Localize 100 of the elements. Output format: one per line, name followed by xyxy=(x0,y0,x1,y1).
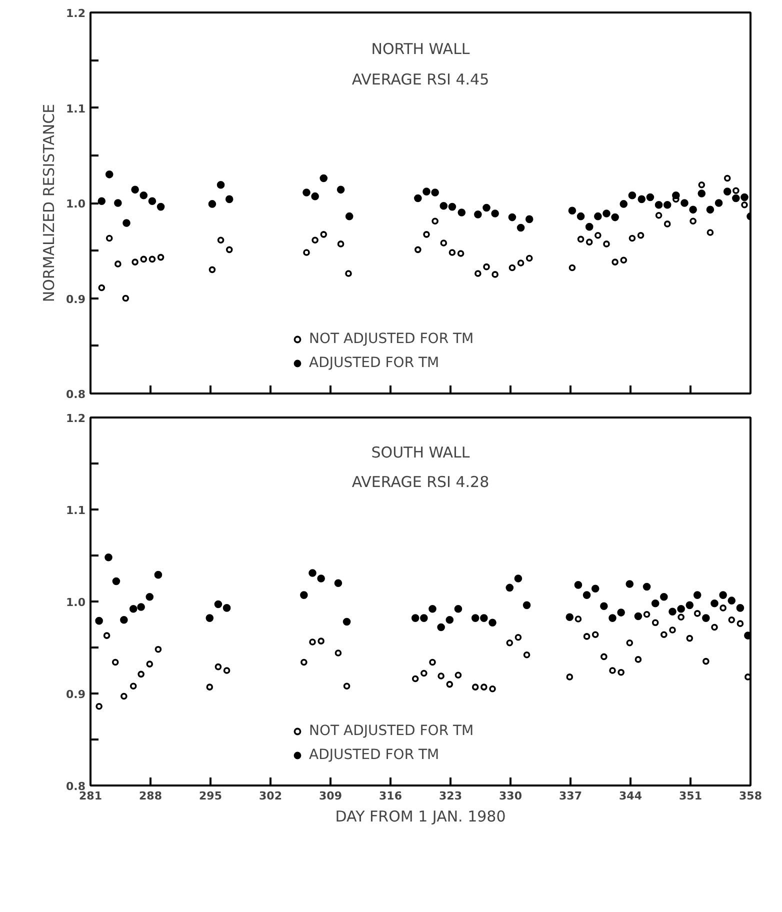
point xyxy=(446,616,454,624)
x-tick-label: 330 xyxy=(499,790,522,802)
point xyxy=(724,174,731,182)
x-tick-label: 316 xyxy=(379,790,402,802)
point xyxy=(120,616,128,624)
x-tick-label: 351 xyxy=(679,790,702,802)
point xyxy=(680,199,688,207)
point xyxy=(312,236,318,244)
point xyxy=(702,658,710,665)
point xyxy=(566,613,574,622)
point xyxy=(337,240,344,248)
point xyxy=(577,236,584,243)
point xyxy=(612,258,618,266)
point xyxy=(432,218,438,224)
point xyxy=(523,651,530,658)
x-tick-label: 337 xyxy=(559,790,582,802)
point xyxy=(345,270,352,277)
point xyxy=(154,646,162,653)
x-tick-label: 288 xyxy=(139,790,162,802)
point xyxy=(318,638,324,644)
point xyxy=(130,682,137,690)
point xyxy=(714,199,723,207)
point xyxy=(574,581,582,589)
point xyxy=(668,608,676,616)
point xyxy=(617,608,625,616)
point xyxy=(440,202,448,210)
point xyxy=(634,656,642,663)
point xyxy=(594,212,602,220)
point xyxy=(568,264,576,272)
point xyxy=(728,616,736,624)
y-tick-label: 0.9 xyxy=(66,292,86,306)
point xyxy=(741,202,748,208)
point xyxy=(582,591,591,599)
point xyxy=(706,229,714,236)
point xyxy=(678,614,684,621)
point xyxy=(131,186,139,194)
point xyxy=(583,633,590,640)
point xyxy=(706,206,714,214)
text: AVERAGE RSI 4.45 xyxy=(352,70,490,89)
point xyxy=(506,640,514,646)
point xyxy=(642,582,651,591)
point xyxy=(646,193,654,202)
legend-label: NOT ADJUSTED FOR TM xyxy=(309,722,474,741)
point xyxy=(744,674,750,680)
y-tick-label: 1.2 xyxy=(66,7,86,20)
point xyxy=(740,193,748,202)
point xyxy=(471,614,480,622)
point xyxy=(568,206,576,215)
point xyxy=(655,212,662,219)
point xyxy=(618,668,624,676)
point xyxy=(140,191,148,200)
point xyxy=(317,574,325,582)
point xyxy=(226,246,233,254)
point xyxy=(157,254,164,261)
point xyxy=(440,240,448,246)
point xyxy=(437,623,445,632)
point xyxy=(448,249,456,256)
y-tick-label: 1.1 xyxy=(66,102,86,116)
point xyxy=(122,294,130,302)
point xyxy=(438,672,444,680)
legend-label: NOT ADJUSTED FOR TM xyxy=(309,330,474,349)
point xyxy=(491,210,499,218)
y-tick-label: 1.0 xyxy=(66,596,86,609)
x-tick-label: 295 xyxy=(199,790,222,802)
point xyxy=(302,188,310,196)
point xyxy=(663,201,672,209)
point xyxy=(454,672,462,678)
point xyxy=(454,604,462,613)
point xyxy=(686,601,694,610)
point xyxy=(96,702,102,710)
text: AVERAGE RSI 4.28 xyxy=(352,473,490,492)
point xyxy=(105,170,114,178)
point xyxy=(609,667,616,674)
point xyxy=(300,658,308,666)
point xyxy=(309,638,316,646)
point xyxy=(342,618,351,626)
point xyxy=(208,200,216,208)
point xyxy=(638,195,646,204)
point xyxy=(129,604,138,613)
point xyxy=(694,610,701,617)
point xyxy=(156,202,165,211)
point xyxy=(311,192,319,200)
point xyxy=(474,210,482,218)
point xyxy=(660,593,668,601)
point xyxy=(698,182,706,188)
point xyxy=(489,686,496,692)
point xyxy=(482,204,490,212)
point xyxy=(637,232,644,239)
point xyxy=(334,650,342,656)
point xyxy=(620,256,628,264)
y-tick-label: 1.0 xyxy=(66,198,86,210)
point xyxy=(686,634,694,642)
point xyxy=(508,264,516,272)
point xyxy=(308,569,316,577)
point xyxy=(431,188,439,196)
point xyxy=(300,591,308,599)
point xyxy=(414,194,422,202)
y-tick-label: 1.1 xyxy=(66,504,86,517)
point xyxy=(106,234,113,242)
point xyxy=(586,238,593,246)
